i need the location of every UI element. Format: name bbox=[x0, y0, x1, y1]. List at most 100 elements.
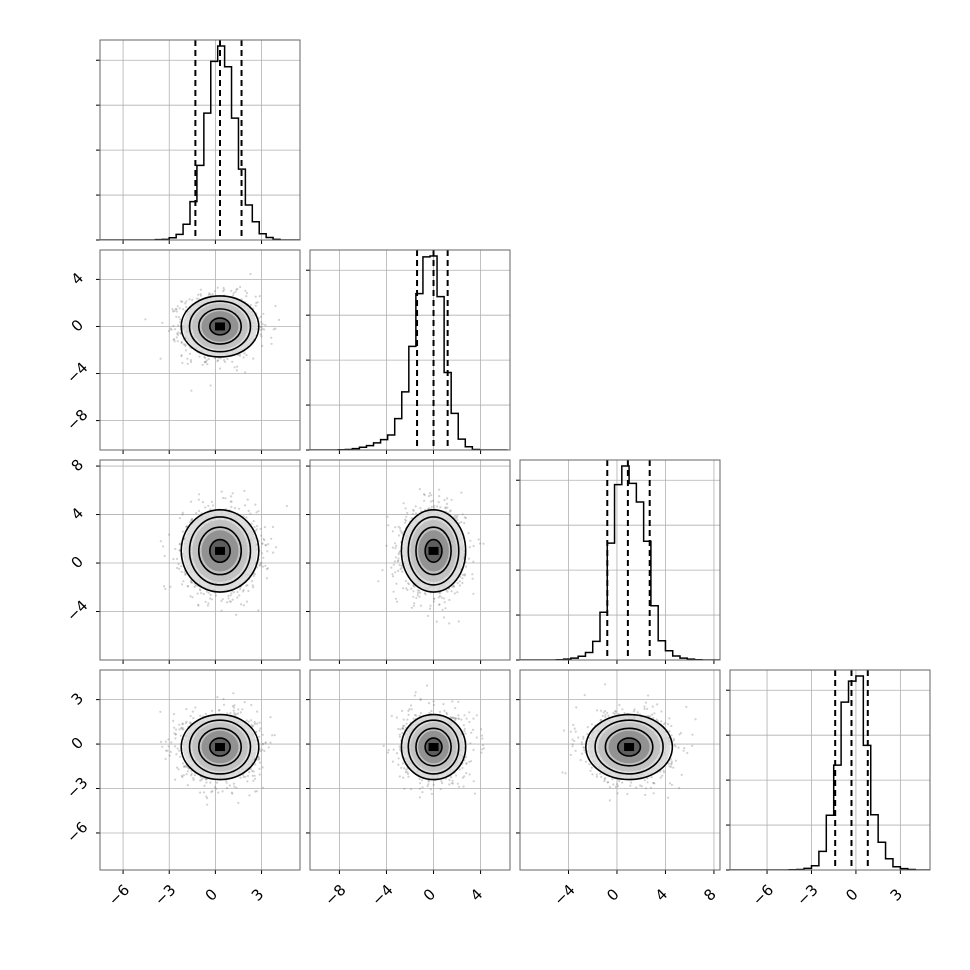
sample-point bbox=[219, 357, 222, 360]
contour-line-2 bbox=[407, 516, 460, 586]
sample-point bbox=[250, 703, 253, 707]
sample-point bbox=[398, 551, 401, 554]
sample-point bbox=[251, 584, 254, 587]
sample-point bbox=[467, 557, 471, 560]
sample-point bbox=[245, 354, 248, 357]
sample-point bbox=[438, 603, 441, 606]
sample-point bbox=[253, 774, 256, 777]
sample-point bbox=[230, 289, 233, 292]
sample-point bbox=[231, 492, 234, 495]
sample-point bbox=[270, 336, 273, 339]
sample-point bbox=[261, 542, 264, 545]
sample-point bbox=[233, 713, 236, 717]
sample-point bbox=[410, 587, 413, 590]
sample-point bbox=[178, 549, 181, 552]
sample-point bbox=[211, 790, 214, 793]
sample-point bbox=[252, 586, 255, 589]
sample-point bbox=[246, 498, 249, 501]
sample-point bbox=[189, 595, 192, 598]
sample-point bbox=[257, 758, 260, 761]
sample-point bbox=[261, 565, 264, 568]
sample-point bbox=[227, 597, 230, 600]
sample-point bbox=[207, 602, 210, 605]
sample-point bbox=[211, 293, 214, 296]
sample-point bbox=[197, 604, 200, 607]
sample-point bbox=[228, 600, 231, 603]
sample-point bbox=[261, 743, 264, 746]
sample-point bbox=[240, 298, 243, 301]
sample-point bbox=[212, 504, 215, 507]
sample-point bbox=[214, 594, 218, 597]
sample-point bbox=[441, 608, 444, 611]
sample-point bbox=[181, 361, 184, 364]
sample-point bbox=[180, 341, 183, 344]
sample-point bbox=[181, 511, 184, 514]
sample-point bbox=[255, 301, 258, 304]
sample-point bbox=[262, 786, 265, 789]
sample-point bbox=[258, 721, 261, 724]
sample-point bbox=[236, 590, 239, 594]
sample-point bbox=[400, 564, 403, 567]
sample-point bbox=[397, 557, 400, 560]
sample-point bbox=[433, 506, 436, 509]
sample-point bbox=[252, 574, 255, 578]
sample-point bbox=[239, 711, 242, 714]
sample-point bbox=[189, 359, 192, 362]
sample-point bbox=[272, 328, 275, 331]
sample-point bbox=[395, 544, 398, 548]
sample-point bbox=[456, 518, 459, 522]
sample-point bbox=[261, 344, 264, 347]
sample-point bbox=[444, 506, 447, 509]
sample-point bbox=[264, 323, 267, 327]
sample-point bbox=[431, 499, 434, 502]
sample-point bbox=[264, 564, 267, 567]
sample-point bbox=[175, 315, 178, 318]
sample-point bbox=[242, 590, 245, 593]
sample-point bbox=[263, 526, 266, 529]
sample-point bbox=[444, 607, 447, 610]
sample-point bbox=[391, 575, 395, 578]
sample-point bbox=[176, 340, 179, 343]
sample-point bbox=[429, 604, 432, 607]
sample-point bbox=[245, 600, 249, 603]
sample-point bbox=[249, 512, 252, 515]
sample-point bbox=[272, 551, 275, 554]
sample-point bbox=[381, 569, 384, 572]
sample-point bbox=[391, 530, 394, 533]
y-tick-label: −8 bbox=[63, 406, 91, 434]
sample-point bbox=[222, 496, 225, 500]
sample-point bbox=[266, 567, 270, 570]
panel-frame bbox=[99, 39, 301, 241]
sample-point bbox=[211, 709, 214, 713]
sample-point bbox=[263, 539, 266, 542]
sample-point bbox=[237, 708, 240, 711]
sample-point bbox=[460, 521, 463, 524]
sample-point bbox=[397, 525, 400, 528]
sample-point bbox=[229, 500, 232, 503]
sample-point bbox=[419, 507, 422, 510]
sample-point bbox=[223, 288, 226, 291]
sample-point bbox=[265, 577, 268, 580]
sample-point bbox=[403, 521, 407, 524]
sample-point bbox=[197, 603, 200, 606]
sample-point bbox=[450, 498, 453, 501]
sample-point bbox=[461, 577, 464, 580]
sample-point bbox=[190, 500, 193, 503]
sample-point bbox=[215, 781, 219, 784]
sample-point bbox=[199, 779, 202, 782]
sample-point bbox=[265, 567, 268, 571]
sample-point bbox=[397, 534, 401, 537]
sample-point bbox=[197, 509, 201, 513]
sample-point bbox=[252, 520, 255, 523]
sample-point bbox=[402, 587, 405, 590]
sample-point bbox=[438, 488, 441, 491]
sample-point bbox=[205, 360, 208, 363]
sample-point bbox=[460, 491, 463, 494]
sample-point bbox=[219, 367, 222, 370]
sample-point bbox=[430, 505, 433, 508]
sample-point bbox=[259, 527, 262, 531]
sample-point bbox=[418, 488, 421, 491]
sample-point bbox=[398, 564, 401, 567]
sample-point bbox=[184, 349, 188, 352]
